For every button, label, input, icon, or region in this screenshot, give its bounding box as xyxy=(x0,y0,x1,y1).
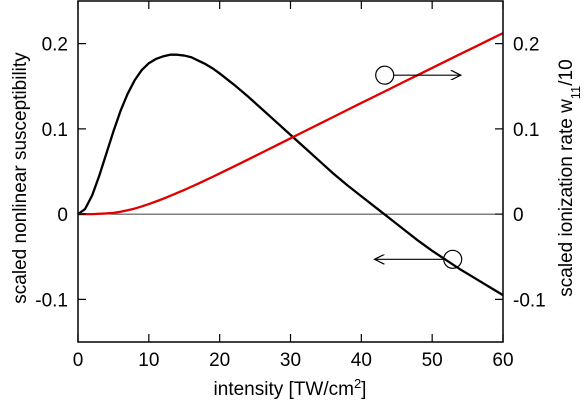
y-tick-label-right: -0.1 xyxy=(513,290,546,311)
y-tick-label-right: 0 xyxy=(513,205,524,226)
x-tick-label: 0 xyxy=(73,350,84,371)
right-y-axis-title-sub: 11 xyxy=(568,86,583,100)
y-tick-label-left: -0.1 xyxy=(35,290,68,311)
x-tick-label: 20 xyxy=(209,350,230,371)
series-layer xyxy=(77,32,504,297)
axes: 0 10 20 30 40 50 60 -0.1 -0.1 0 0 0.1 0.1 0.2 0.2 xyxy=(35,0,546,371)
annotation-layer xyxy=(375,65,463,269)
right-y-axis-title-text: scaled ionization rate w xyxy=(556,99,577,297)
y-tick-label-left: 0.1 xyxy=(42,120,68,141)
x-axis-title-sup: 2 xyxy=(354,376,361,391)
y-tick-label-left: 0.2 xyxy=(42,35,68,56)
x-tick-label: 50 xyxy=(422,350,443,371)
series-line-left xyxy=(77,53,504,297)
x-tick-label: 60 xyxy=(492,350,513,371)
y-tick-label-right: 0.2 xyxy=(513,35,539,56)
series-line-right xyxy=(78,32,504,216)
x-axis-title: intensity [TW/cm2] xyxy=(214,376,367,401)
plot-frame xyxy=(77,0,504,343)
left-y-axis-title: scaled nonlinear susceptibility xyxy=(10,52,31,304)
x-axis-title-text: intensity [TW/cm xyxy=(214,379,354,400)
x-tick-label: 40 xyxy=(351,350,372,371)
right-y-axis-title-end: /10 xyxy=(556,59,577,85)
x-tick-label: 10 xyxy=(138,350,159,371)
annotation-circle-right xyxy=(375,65,395,85)
y-tick-label-left: 0 xyxy=(57,205,68,226)
right-y-axis-title: scaled ionization rate w11/10 xyxy=(556,59,583,296)
x-axis-title-end: ] xyxy=(361,379,366,400)
y-tick-label-right: 0.1 xyxy=(513,120,539,141)
x-tick-label: 30 xyxy=(280,350,301,371)
